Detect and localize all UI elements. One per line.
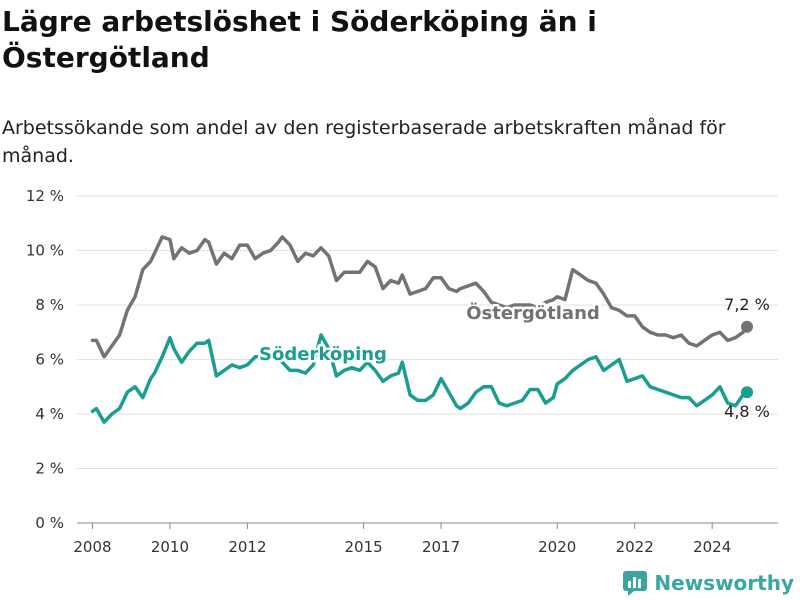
- y-tick-label: 6 %: [35, 351, 64, 369]
- y-tick-label: 12 %: [26, 187, 64, 205]
- x-tick-label: 2022: [616, 538, 654, 556]
- x-tick-label: 2017: [422, 538, 460, 556]
- grid-lines: [77, 195, 778, 524]
- x-tick-label: 2020: [538, 538, 576, 556]
- x-tick-label: 2015: [345, 538, 383, 556]
- brand: Newsworthy: [622, 570, 794, 596]
- newsworthy-logo-icon: [623, 571, 648, 596]
- series-end-point: [741, 320, 754, 333]
- series-name-label: Söderköping: [259, 344, 387, 365]
- y-axis-ticks: 0 % 2 % 4 % 6 % 8 % 10 % 12 %: [26, 187, 64, 532]
- y-tick-label: 4 %: [35, 405, 64, 423]
- x-tick-label: 2008: [73, 538, 111, 556]
- y-tick-label: 8 %: [35, 296, 64, 314]
- series-line-1: [90, 333, 749, 424]
- y-tick-label: 0 %: [35, 514, 64, 532]
- series-lines: [90, 235, 754, 424]
- x-tick-label: 2024: [693, 538, 731, 556]
- brand-name: Newsworthy: [654, 571, 794, 595]
- x-tick-label: 2012: [228, 538, 266, 556]
- chart-title: Lägre arbetslöshet i Söderköping än i Ös…: [2, 5, 597, 74]
- series-line-0: [90, 235, 749, 359]
- y-tick-label: 2 %: [35, 460, 64, 478]
- x-tick-label: 2010: [151, 538, 189, 556]
- x-axis: 2008 2010 2012 2015 2017 2020 2022 2024: [73, 523, 731, 556]
- y-tick-label: 10 %: [26, 242, 64, 260]
- series-labels: 7,2 % 4,8 % Östergötland Söderköping: [257, 295, 770, 421]
- series-end-point: [741, 386, 754, 399]
- series-end-label: 7,2 %: [724, 295, 770, 314]
- series-name-label: Östergötland: [466, 302, 600, 324]
- chart-subtitle: Arbetssökande som andel av den registerb…: [2, 117, 726, 167]
- series-end-label: 4,8 %: [724, 402, 770, 421]
